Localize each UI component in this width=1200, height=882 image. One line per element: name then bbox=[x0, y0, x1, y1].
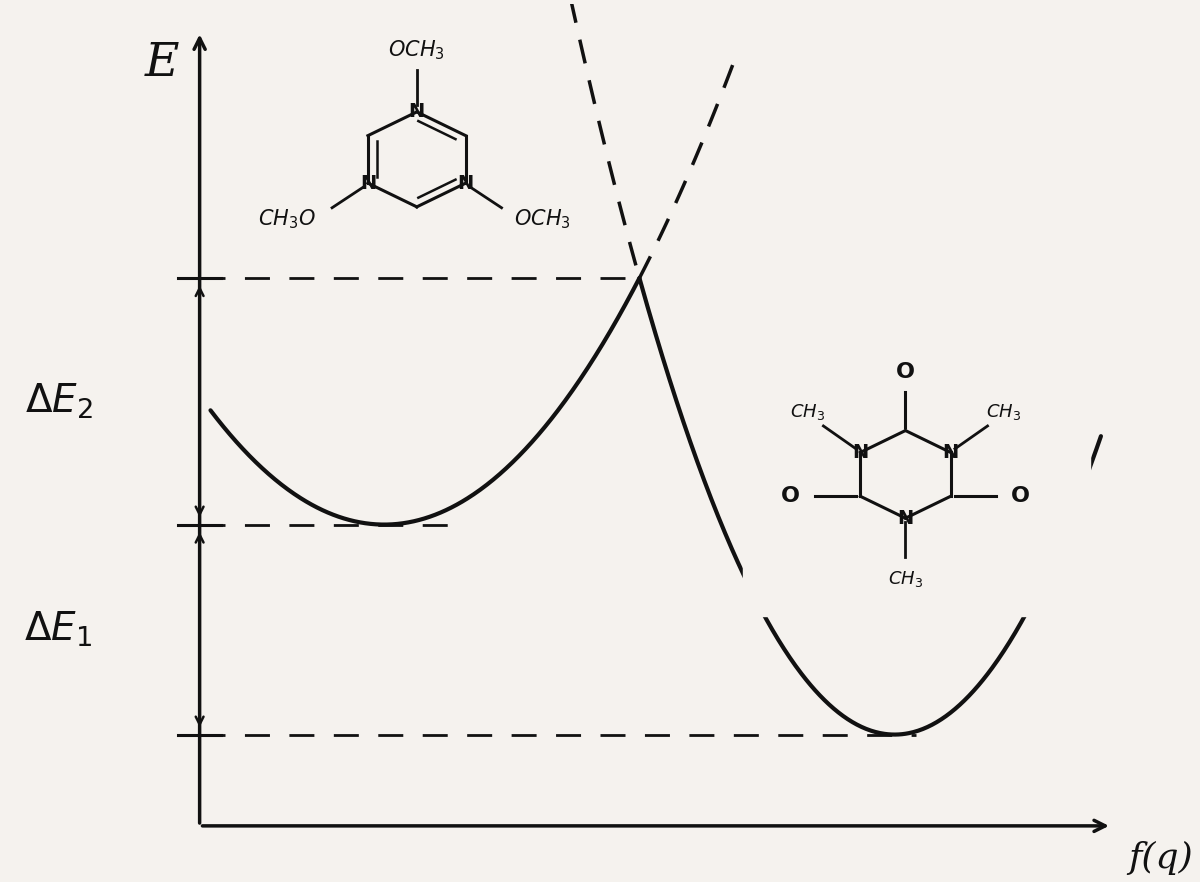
Text: N: N bbox=[944, 492, 961, 512]
Text: O: O bbox=[896, 363, 914, 382]
Text: E: E bbox=[144, 41, 179, 86]
Bar bbox=[743, 360, 1090, 616]
Text: N: N bbox=[941, 475, 958, 494]
Text: $OCH_3$: $OCH_3$ bbox=[389, 38, 445, 62]
Text: O: O bbox=[800, 403, 820, 423]
Text: $CH_3$: $CH_3$ bbox=[761, 491, 798, 512]
Text: O: O bbox=[781, 486, 800, 506]
Text: $CH_3$: $CH_3$ bbox=[888, 570, 923, 589]
Text: $CH_3$: $CH_3$ bbox=[986, 402, 1021, 422]
Text: $\Delta E_2$: $\Delta E_2$ bbox=[24, 382, 92, 421]
Text: N: N bbox=[942, 443, 959, 462]
Text: O: O bbox=[829, 498, 847, 518]
Text: O: O bbox=[1010, 486, 1030, 506]
Text: O: O bbox=[826, 514, 845, 534]
Text: N: N bbox=[409, 102, 425, 122]
Text: N: N bbox=[457, 174, 474, 192]
Text: f(q): f(q) bbox=[1128, 841, 1193, 875]
Text: N: N bbox=[851, 492, 866, 512]
Text: N: N bbox=[898, 509, 913, 527]
Text: $CH_3O$: $CH_3O$ bbox=[258, 207, 316, 230]
Text: $CH_3$: $CH_3$ bbox=[790, 402, 824, 422]
Text: N: N bbox=[844, 475, 859, 494]
Text: N: N bbox=[360, 174, 376, 192]
Text: $CH_3$: $CH_3$ bbox=[887, 361, 924, 382]
Text: O: O bbox=[943, 389, 962, 408]
Text: N: N bbox=[898, 423, 913, 443]
Text: O: O bbox=[940, 378, 958, 399]
Text: $OCH_3$: $OCH_3$ bbox=[515, 207, 571, 230]
Text: N: N bbox=[892, 404, 908, 422]
Text: N: N bbox=[852, 443, 869, 462]
Text: $\Delta E_1$: $\Delta E_1$ bbox=[24, 610, 92, 649]
Text: $CH_3$: $CH_3$ bbox=[1013, 491, 1051, 512]
